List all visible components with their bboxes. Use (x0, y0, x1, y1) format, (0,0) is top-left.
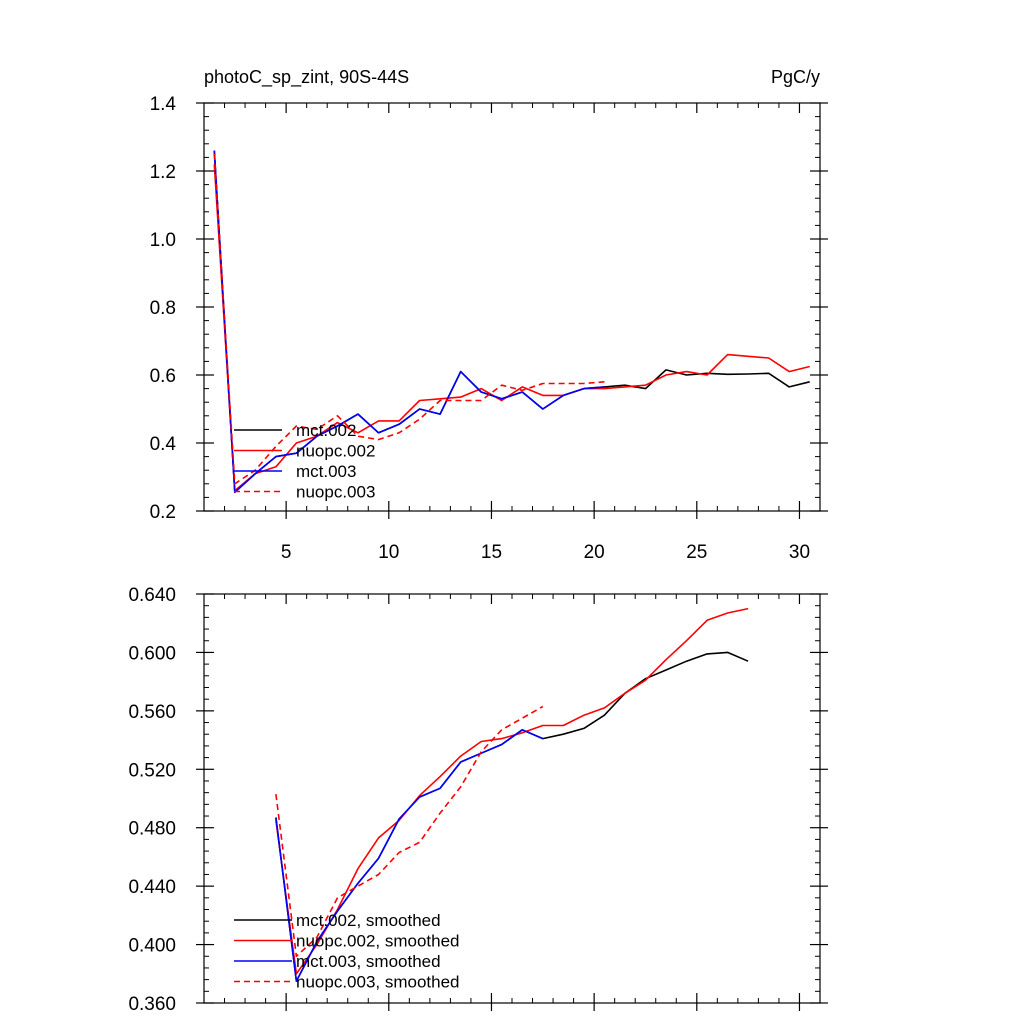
y-tick-label: 0.600 (128, 643, 176, 664)
series-line-nuopc-003-smoothed (275, 705, 544, 958)
legend-label: mct.003 (296, 462, 356, 481)
minor-ticks (203, 103, 821, 511)
minor-ticks (203, 594, 821, 1003)
y-tick-label: 0.400 (128, 936, 176, 957)
x-tick-label: 5 (281, 542, 292, 563)
legend: mct.002, smoothed nuopc.002, smoothedmct.… (234, 911, 460, 992)
legend-label: mct.002 (296, 421, 356, 440)
y-tick-label: 1.2 (150, 162, 176, 183)
series-line-nuopc-003 (213, 153, 605, 485)
plot-frame (203, 102, 821, 512)
legend-label: mct.002, smoothed (296, 911, 441, 930)
y-tick-label: 0.8 (150, 298, 176, 319)
y-tick-label: 0.360 (128, 994, 176, 1015)
series-line-nuopc-002-smoothed (275, 607, 749, 975)
top-panel: photoC_sp_zint, 90S-44S PgC/y 5 10 15 20 25 3… (150, 67, 828, 563)
series-line-mct-003-smoothed (275, 728, 544, 982)
legend-label: nuopc.003, smoothed (296, 973, 460, 992)
x-tick-label: 15 (481, 542, 502, 563)
legend-label: nuopc.003 (296, 483, 375, 502)
bottom-panel: 0.360 0.400 0.440 0.480 0.520 0.560 0.600 0.640… (128, 585, 828, 1015)
x-tick-label: 30 (789, 542, 810, 563)
y-tick-label: 0.480 (128, 819, 176, 840)
units-label: PgC/y (771, 67, 820, 87)
x-tick-label: 20 (584, 542, 605, 563)
y-tick-label: 1.0 (150, 230, 176, 251)
legend-label: nuopc.002, smoothed (296, 932, 460, 951)
x-tick-label: 10 (378, 542, 399, 563)
legend-label: mct.003, smoothed (296, 952, 441, 971)
y-tick-label: 0.640 (128, 585, 176, 606)
legend-label: nuopc.002 (296, 442, 375, 461)
y-tick-label: 0.4 (150, 434, 177, 455)
y-tick-label: 0.2 (150, 502, 176, 523)
y-tick-label: 0.6 (150, 366, 176, 387)
chart-title: photoC_sp_zint, 90S-44S (204, 67, 409, 88)
plot-frame (203, 593, 821, 1004)
series-line-mct-003 (213, 150, 605, 494)
x-tick-label: 25 (686, 542, 707, 563)
series-line-nuopc-002 (213, 164, 810, 492)
y-tick-label: 0.520 (128, 760, 176, 781)
y-tick-label: 1.4 (150, 94, 177, 115)
y-tick-label: 0.560 (128, 702, 176, 723)
y-tick-label: 0.440 (128, 877, 176, 898)
